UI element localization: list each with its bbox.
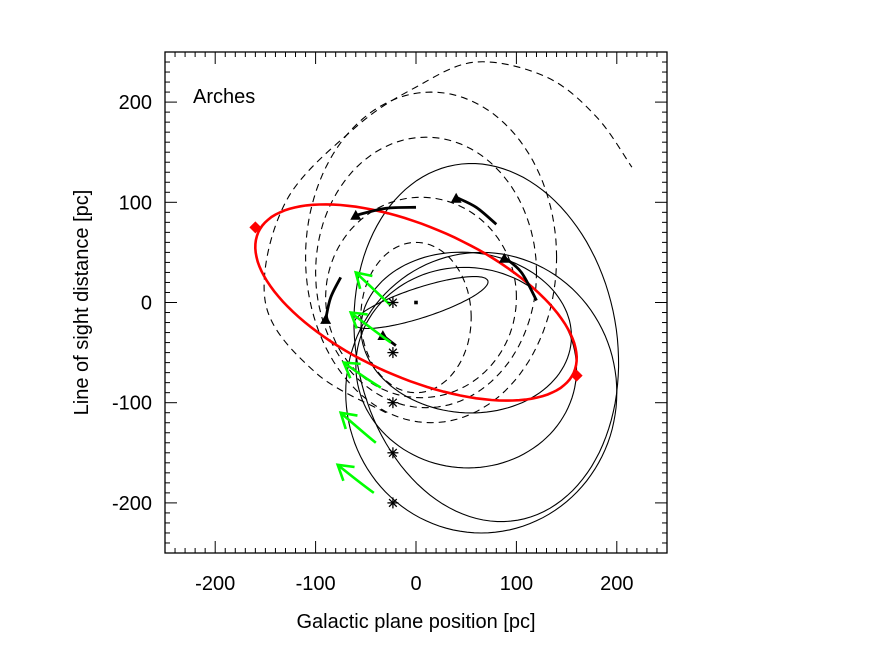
y-tick-label-4: 200 <box>119 92 152 114</box>
axes: -200 -100 0 100 200 -200 -100 0 100 200 <box>112 51 668 595</box>
start-point-1 <box>387 347 399 359</box>
highlighted-orbit <box>253 203 579 402</box>
y-tick-label-2: 0 <box>141 293 152 315</box>
start-point-3 <box>387 447 399 459</box>
dashed-orbit-0 <box>360 241 472 394</box>
start-point-0 <box>387 297 399 308</box>
start-point-stroke <box>388 448 398 458</box>
green-arrow-2 <box>341 361 382 389</box>
green-arrow-shaft-3 <box>339 411 377 444</box>
x-tick-label-3: 100 <box>500 573 533 595</box>
green-arrow-head-4 <box>335 463 355 482</box>
triangle-marker-2 <box>320 314 332 324</box>
green-arrow-shaft-2 <box>342 361 382 389</box>
thick-segment-2 <box>324 276 342 320</box>
chart-annotation: Arches <box>193 86 255 108</box>
green-arrow-0 <box>353 270 392 307</box>
y-tick-label-0: -200 <box>112 493 152 515</box>
thick-segment-1 <box>455 196 498 226</box>
x-tick-label-1: -100 <box>296 573 336 595</box>
thick-segment-0 <box>355 205 417 217</box>
x-tick-label-4: 200 <box>600 573 633 595</box>
green-arrow-shaft-0 <box>354 271 392 307</box>
solid-orbit-3 <box>345 251 618 534</box>
y-axis-title: Line of sight distance [pc] <box>71 190 93 416</box>
highlighted-orbit-endpoint-1 <box>570 369 583 382</box>
green-arrow-shaft-4 <box>336 463 375 494</box>
highlighted-orbit-endpoint-0 <box>249 221 262 234</box>
green-arrow-shaft-1 <box>349 311 392 344</box>
start-point-2 <box>387 397 399 409</box>
green-arrow-4 <box>335 463 375 494</box>
green-arrow-3 <box>338 411 377 444</box>
green-arrow-1 <box>348 310 392 344</box>
y-tick-label-1: -100 <box>112 393 152 415</box>
solid-orbit-0 <box>353 275 489 330</box>
plot-content <box>249 61 633 534</box>
dashed-orbit-1 <box>325 196 517 399</box>
green-arrow-head-1 <box>348 310 368 329</box>
start-point-stroke <box>388 398 398 408</box>
start-point-stroke <box>388 348 398 357</box>
x-tick-label-0: -200 <box>195 573 235 595</box>
solid-orbit-1 <box>360 251 572 414</box>
galactic-center-point <box>414 300 418 305</box>
x-axis-title: Galactic plane position [pc] <box>296 611 535 633</box>
solid-orbit-4 <box>353 163 620 523</box>
triangle-marker-4 <box>498 252 510 263</box>
dashed-orbit-2 <box>315 136 538 409</box>
dashed-open-orbit <box>263 61 633 414</box>
green-arrow-head-3 <box>338 411 358 430</box>
dashed-orbit-3 <box>305 91 558 424</box>
start-point-stroke <box>388 298 398 307</box>
start-point-4 <box>387 497 399 509</box>
x-tick-label-2: 0 <box>410 573 421 595</box>
y-tick-label-3: 100 <box>119 192 152 214</box>
start-point-stroke <box>388 498 398 508</box>
green-arrow-head-2 <box>341 361 361 379</box>
triangle-marker-0 <box>350 209 362 220</box>
green-arrow-head-0 <box>353 270 373 290</box>
triangle-marker-1 <box>450 192 462 203</box>
